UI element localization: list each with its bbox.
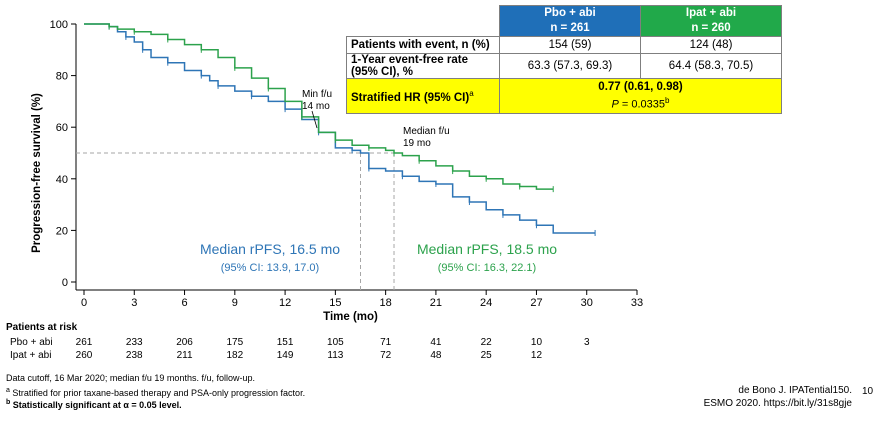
at-risk-title: Patients at risk: [6, 322, 78, 333]
table-corner: [346, 5, 500, 37]
y-tick-label: 40: [56, 174, 68, 186]
hr-value-cell: 0.77 (0.61, 0.98) P = 0.0335b: [499, 78, 782, 114]
x-tick-label: 12: [279, 297, 291, 309]
at-risk-value: 175: [226, 337, 243, 348]
header-pbo-name: Pbo + abi: [544, 7, 596, 19]
footnote-2: a Stratified for prior taxane-based ther…: [6, 385, 305, 399]
footnote-3-sup: b: [6, 399, 11, 406]
row-label: Patients with event, n (%): [346, 36, 500, 54]
x-tick-label: 27: [530, 297, 542, 309]
footnote-1: Data cutoff, 16 Mar 2020; median f/u 19 …: [6, 373, 255, 383]
p-value-text: = 0.0335: [618, 98, 666, 111]
p-label: P: [611, 98, 619, 111]
pbo-median-ci: (95% CI: 13.9, 17.0): [221, 262, 319, 274]
survival-curve-pbo: [84, 23, 596, 234]
table-row: Patients with event, n (%) 154 (59) 124 …: [346, 36, 782, 54]
at-risk-value: 149: [277, 350, 294, 361]
results-table: Pbo + abi n = 261 Ipat + abi n = 260 Pat…: [346, 5, 782, 114]
footnote-2-text: Stratified for prior taxane-based therap…: [9, 388, 306, 398]
y-tick-label: 60: [56, 122, 68, 134]
at-risk-value: 233: [126, 337, 143, 348]
hr-label-text: Stratified HR (95% CI): [351, 91, 470, 104]
ipat-median-ci: (95% CI: 16.3, 22.1): [438, 262, 536, 274]
at-risk-value: 71: [380, 337, 392, 348]
x-tick-label: 0: [81, 297, 87, 309]
x-tick-label: 21: [430, 297, 442, 309]
footnote-3: b Statistically significant at α = 0.05 …: [6, 397, 182, 411]
x-tick-label: 15: [329, 297, 341, 309]
x-tick-label: 33: [631, 297, 643, 309]
at-risk-row-label: Ipat + abi: [10, 350, 51, 361]
min-fu-label: Min f/u: [302, 89, 332, 100]
y-tick-label: 0: [62, 277, 68, 289]
at-risk-value: 261: [76, 337, 93, 348]
pbo-median-label: Median rPFS, 16.5 mo: [200, 241, 340, 257]
x-tick-label: 18: [380, 297, 392, 309]
at-risk-value: 211: [177, 350, 193, 361]
x-axis-label: Time (mo): [323, 311, 378, 323]
hr-value: 0.77 (0.61, 0.98): [598, 81, 683, 94]
y-axis-label: Progression-free survival (%): [31, 93, 43, 253]
at-risk-value: 206: [176, 337, 193, 348]
x-tick-label: 30: [581, 297, 593, 309]
hr-label-sup: a: [469, 88, 474, 98]
min-fu-pointer: [311, 110, 318, 129]
at-risk-value: 41: [430, 337, 442, 348]
row-value-pbo: 154 (59): [499, 36, 641, 54]
p-sup: b: [665, 96, 670, 106]
header-pbo: Pbo + abi n = 261: [499, 5, 641, 37]
x-tick-label: 6: [181, 297, 187, 309]
header-ipat-n: n = 260: [691, 22, 731, 34]
page-number: 10: [862, 386, 874, 397]
at-risk-value: 12: [531, 350, 543, 361]
y-tick-label: 100: [50, 19, 68, 31]
median-fu-value: 19 mo: [403, 138, 431, 149]
at-risk-value: 113: [327, 350, 343, 361]
footnote-2-sup: a: [6, 387, 10, 394]
median-fu-label: Median f/u: [403, 126, 450, 137]
at-risk-value: 182: [226, 350, 243, 361]
at-risk-value: 72: [380, 350, 392, 361]
citation-line-2: ESMO 2020. https://bit.ly/31s8gje: [703, 398, 852, 409]
at-risk-value: 25: [481, 350, 493, 361]
row-value-pbo: 63.3 (57.3, 69.3): [499, 53, 641, 79]
row-value-ipat: 64.4 (58.3, 70.5): [640, 53, 782, 79]
x-tick-label: 3: [131, 297, 137, 309]
at-risk-value: 48: [430, 350, 442, 361]
table-row: 1-Year event-free rate (95% CI), % 63.3 …: [346, 53, 782, 79]
at-risk-value: 22: [481, 337, 493, 348]
hr-row: Stratified HR (95% CI)a 0.77 (0.61, 0.98…: [346, 78, 782, 114]
row-label: 1-Year event-free rate (95% CI), %: [346, 53, 500, 79]
ipat-median-label: Median rPFS, 18.5 mo: [417, 241, 557, 257]
at-risk-value: 238: [126, 350, 143, 361]
x-tick-label: 24: [480, 297, 492, 309]
header-ipat-name: Ipat + abi: [685, 7, 737, 19]
row-value-ipat: 124 (48): [640, 36, 782, 54]
footnote-3-text: Statistically significant at α = 0.05 le…: [10, 400, 182, 410]
y-tick-label: 80: [56, 71, 68, 83]
citation-line-1: de Bono J. IPATential150.: [738, 385, 852, 396]
min-fu-value: 14 mo: [302, 101, 330, 112]
header-ipat: Ipat + abi n = 260: [640, 5, 782, 37]
at-risk-value: 260: [76, 350, 93, 361]
at-risk-row-label: Pbo + abi: [10, 337, 53, 348]
at-risk-value: 3: [584, 337, 590, 348]
at-risk-value: 151: [277, 337, 294, 348]
x-tick-label: 9: [232, 297, 238, 309]
citation: de Bono J. IPATential150. ESMO 2020. htt…: [640, 384, 852, 410]
y-tick-label: 20: [56, 225, 68, 237]
p-value: P = 0.0335b: [504, 94, 777, 112]
header-pbo-n: n = 261: [550, 22, 590, 34]
hr-label: Stratified HR (95% CI)a: [346, 78, 500, 114]
at-risk-value: 10: [531, 337, 543, 348]
at-risk-value: 105: [327, 337, 344, 348]
